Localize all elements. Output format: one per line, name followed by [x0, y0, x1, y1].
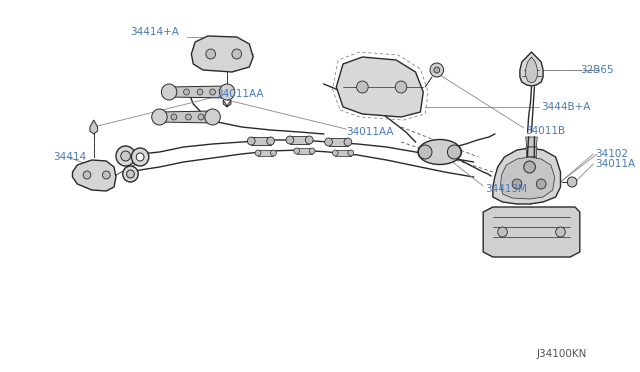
Circle shape [255, 150, 261, 156]
Polygon shape [493, 148, 561, 204]
Polygon shape [525, 57, 538, 83]
Circle shape [116, 146, 135, 166]
Circle shape [524, 161, 536, 173]
Text: 34011AA: 34011AA [216, 89, 264, 99]
Polygon shape [252, 137, 271, 145]
Circle shape [567, 177, 577, 187]
Polygon shape [526, 147, 537, 157]
Circle shape [123, 166, 138, 182]
Circle shape [197, 89, 203, 95]
Circle shape [512, 179, 522, 189]
Polygon shape [72, 160, 116, 191]
Text: 34011B: 34011B [525, 126, 565, 136]
Circle shape [498, 227, 508, 237]
Circle shape [186, 114, 191, 120]
Circle shape [348, 150, 354, 156]
Circle shape [161, 84, 177, 100]
Circle shape [171, 114, 177, 120]
Circle shape [309, 148, 315, 154]
Circle shape [356, 81, 368, 93]
Polygon shape [500, 157, 555, 199]
Circle shape [136, 153, 144, 161]
Polygon shape [258, 150, 273, 156]
Circle shape [267, 137, 275, 145]
Text: 34011AA: 34011AA [346, 127, 394, 137]
Text: 34414: 34414 [53, 152, 86, 162]
Circle shape [286, 136, 294, 144]
Text: 32B65: 32B65 [580, 65, 614, 75]
Circle shape [220, 84, 235, 100]
Polygon shape [159, 111, 212, 123]
Circle shape [131, 148, 149, 166]
Circle shape [556, 227, 565, 237]
Circle shape [536, 179, 546, 189]
Polygon shape [483, 207, 580, 257]
Circle shape [232, 49, 241, 59]
Polygon shape [191, 36, 253, 72]
Polygon shape [336, 57, 423, 117]
Circle shape [419, 145, 432, 159]
Circle shape [210, 89, 216, 95]
Text: 34414+A: 34414+A [131, 27, 179, 37]
Polygon shape [526, 157, 537, 167]
Circle shape [434, 67, 440, 73]
Circle shape [324, 138, 332, 146]
Circle shape [127, 170, 134, 178]
Circle shape [294, 148, 300, 154]
Circle shape [184, 89, 189, 95]
Polygon shape [90, 120, 98, 134]
Circle shape [206, 49, 216, 59]
Circle shape [344, 138, 352, 146]
Circle shape [198, 114, 204, 120]
Polygon shape [328, 138, 348, 146]
Circle shape [152, 109, 167, 125]
Circle shape [102, 171, 110, 179]
Polygon shape [525, 137, 538, 147]
Polygon shape [290, 136, 309, 144]
Circle shape [271, 150, 276, 156]
Polygon shape [169, 86, 227, 98]
Polygon shape [520, 52, 543, 86]
Circle shape [430, 63, 444, 77]
Polygon shape [527, 167, 536, 174]
Text: 34413M: 34413M [485, 184, 527, 194]
Circle shape [305, 136, 313, 144]
Text: 3444B+A: 3444B+A [541, 102, 591, 112]
Circle shape [121, 151, 131, 161]
Polygon shape [297, 148, 312, 154]
Text: J34100KN: J34100KN [536, 349, 587, 359]
Circle shape [447, 145, 461, 159]
Text: 34102: 34102 [595, 149, 628, 159]
Text: 34011A: 34011A [595, 159, 636, 169]
Circle shape [396, 81, 407, 93]
Circle shape [83, 171, 91, 179]
Circle shape [205, 109, 220, 125]
Polygon shape [335, 150, 351, 156]
Polygon shape [223, 100, 231, 107]
Circle shape [332, 150, 338, 156]
Circle shape [248, 137, 255, 145]
Ellipse shape [418, 140, 461, 164]
